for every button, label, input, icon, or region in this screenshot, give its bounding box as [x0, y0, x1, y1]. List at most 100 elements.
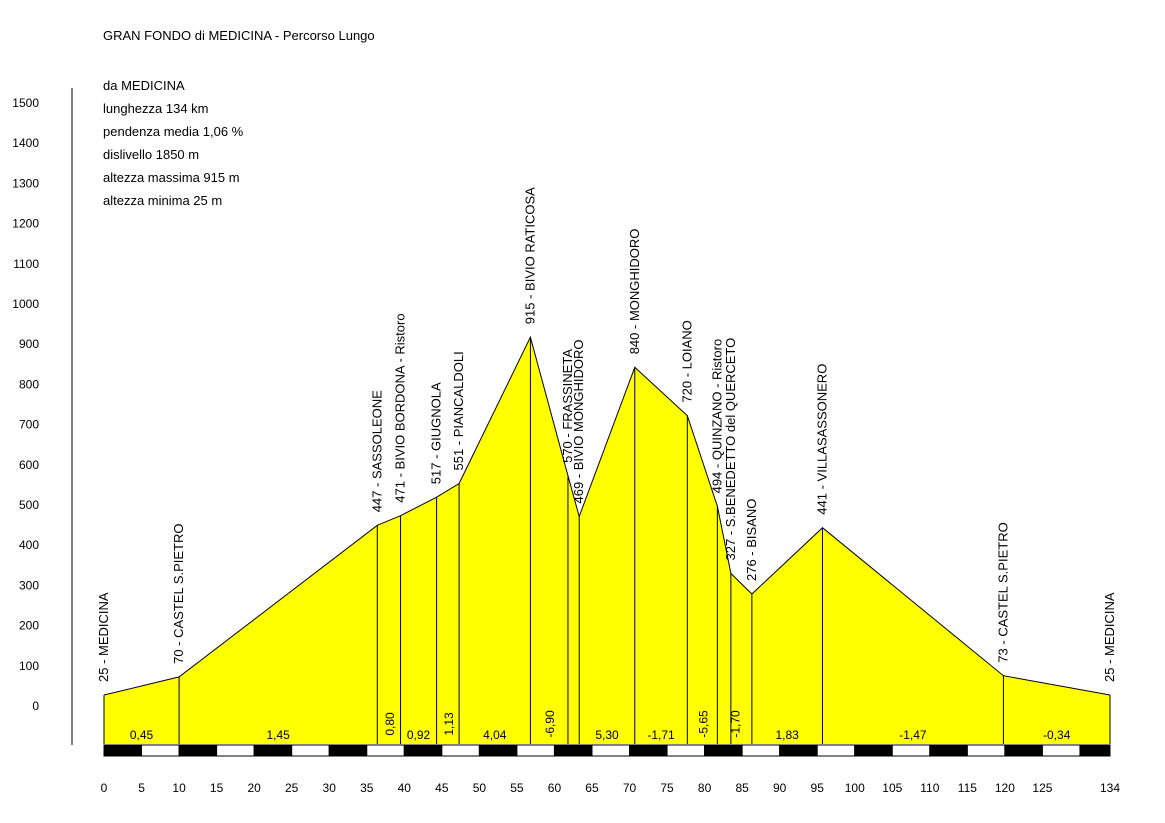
x-tick-label: 5 [138, 781, 145, 795]
km-ruler-segment [1004, 744, 1043, 757]
gradient-label: -1,71 [647, 728, 675, 742]
gradient-label: 0,80 [383, 712, 397, 736]
gradient-label: 1,83 [775, 728, 799, 742]
x-tick-label: 95 [811, 781, 825, 795]
waypoint-label: 70 - CASTEL S.PIETRO [171, 523, 186, 663]
waypoint-label: 469 - BIVIO MONGHIDORO [571, 340, 586, 504]
waypoint-label: 276 - BISANO [744, 499, 759, 581]
gradient-label: -5,65 [696, 710, 710, 738]
waypoint-label: 25 - MEDICINA [96, 592, 111, 682]
y-tick-label: 800 [19, 377, 39, 391]
x-tick-label: 80 [698, 781, 712, 795]
x-tick-label: 105 [882, 781, 902, 795]
x-tick-label: 85 [735, 781, 749, 795]
waypoint-label: 73 - CASTEL S.PIETRO [995, 522, 1010, 662]
elevation-area [104, 337, 1110, 744]
x-tick-label: 125 [1032, 781, 1052, 795]
y-tick-label: 900 [19, 337, 39, 351]
gradient-label: -1,70 [729, 710, 743, 738]
gradient-label: 1,13 [442, 712, 456, 736]
y-tick-label: 300 [19, 578, 39, 592]
km-ruler-segment [441, 744, 480, 757]
km-ruler-segment [741, 744, 781, 757]
x-tick-label: 110 [920, 781, 939, 795]
info-avg-gradient: pendenza media 1,06 % [103, 124, 244, 139]
km-ruler-segment [328, 744, 368, 757]
km-ruler-segment [816, 744, 856, 757]
x-tick-label: 15 [210, 781, 224, 795]
y-tick-label: 200 [19, 619, 39, 633]
waypoint-label: 915 - BIVIO RATICOSA [522, 187, 537, 324]
y-tick-label: 1500 [12, 96, 39, 110]
km-ruler-segment [966, 744, 1006, 757]
km-ruler-segment [253, 744, 293, 757]
gradient-label: 5,30 [595, 728, 619, 742]
km-ruler-segment [478, 744, 518, 757]
x-tick-label: 70 [623, 781, 637, 795]
waypoint-label: 25 - MEDICINA [1102, 592, 1117, 682]
waypoint-label: 570 - FRASSINETA [560, 349, 575, 463]
gradient-label: -6,90 [543, 710, 557, 738]
y-tick-label: 1000 [12, 297, 39, 311]
x-tick-label: 90 [773, 781, 787, 795]
x-tick-label: 30 [323, 781, 337, 795]
gradient-label: 0,92 [407, 728, 431, 742]
km-ruler-segment [1079, 744, 1111, 757]
km-ruler-segment [704, 744, 743, 757]
chart-title: GRAN FONDO di MEDICINA - Percorso Lungo [103, 28, 375, 43]
km-ruler-segment [553, 744, 593, 757]
waypoint-label: 551 - PIANCALDOLI [451, 351, 466, 470]
x-tick-label: 65 [585, 781, 599, 795]
x-tick-label: 134 [1100, 781, 1120, 795]
gradient-label: -0,34 [1043, 728, 1071, 742]
km-ruler-segment [591, 744, 631, 757]
waypoint-label: 471 - BIVIO BORDONA - Ristoro [393, 313, 408, 502]
x-tick-label: 35 [360, 781, 374, 795]
km-ruler-segment [629, 744, 668, 757]
y-tick-label: 100 [19, 659, 39, 673]
x-tick-label: 45 [435, 781, 449, 795]
gradient-label: 0,45 [130, 728, 154, 742]
km-ruler-segment [141, 744, 180, 757]
waypoint-label: 517 - GIUGNOLA [429, 382, 444, 484]
x-tick-label: 25 [285, 781, 299, 795]
waypoint-label: 327 - S.BENEDETTO del QUERCETO [723, 338, 738, 561]
km-ruler-segment [291, 744, 330, 757]
km-ruler-segment [516, 744, 555, 757]
x-tick-label: 10 [172, 781, 186, 795]
x-tick-label: 120 [995, 781, 1015, 795]
waypoint-label: 441 - VILLASASSONERO [815, 364, 830, 515]
x-tick-label: 0 [101, 781, 108, 795]
gradient-label: 4,04 [483, 728, 507, 742]
km-ruler-segment [891, 744, 931, 757]
y-tick-label: 500 [19, 498, 39, 512]
waypoint-label: 720 - LOIANO [679, 320, 694, 402]
gradient-label: 1,45 [266, 728, 290, 742]
y-tick-label: 1300 [12, 176, 39, 190]
y-tick-label: 600 [19, 458, 39, 472]
km-ruler-segment [403, 744, 443, 757]
waypoint-label: 840 - MONGHIDORO [627, 229, 642, 355]
y-tick-label: 400 [19, 538, 39, 552]
x-tick-label: 60 [548, 781, 562, 795]
waypoint-label: 494 - QUINZANO - Ristoro [709, 339, 724, 494]
x-tick-label: 115 [958, 781, 977, 795]
km-ruler-segment [779, 744, 818, 757]
info-min-altitude: altezza minima 25 m [103, 193, 223, 208]
waypoint-label: 447 - SASSOLEONE [369, 390, 384, 512]
info-start: da MEDICINA [103, 78, 185, 93]
y-tick-label: 0 [32, 699, 39, 713]
x-tick-label: 55 [510, 781, 524, 795]
km-ruler-segment [929, 744, 968, 757]
x-tick-label: 100 [845, 781, 865, 795]
km-ruler-segment [103, 744, 143, 757]
y-tick-label: 1400 [12, 136, 39, 150]
y-tick-label: 700 [19, 418, 39, 432]
info-elevation-gain: dislivello 1850 m [103, 147, 200, 162]
x-tick-label: 40 [398, 781, 412, 795]
km-ruler-segment [1041, 744, 1081, 757]
y-tick-label: 1200 [12, 217, 39, 231]
km-ruler-segment [178, 744, 218, 757]
km-ruler-segment [366, 744, 405, 757]
info-length: lunghezza 134 km [103, 101, 209, 116]
